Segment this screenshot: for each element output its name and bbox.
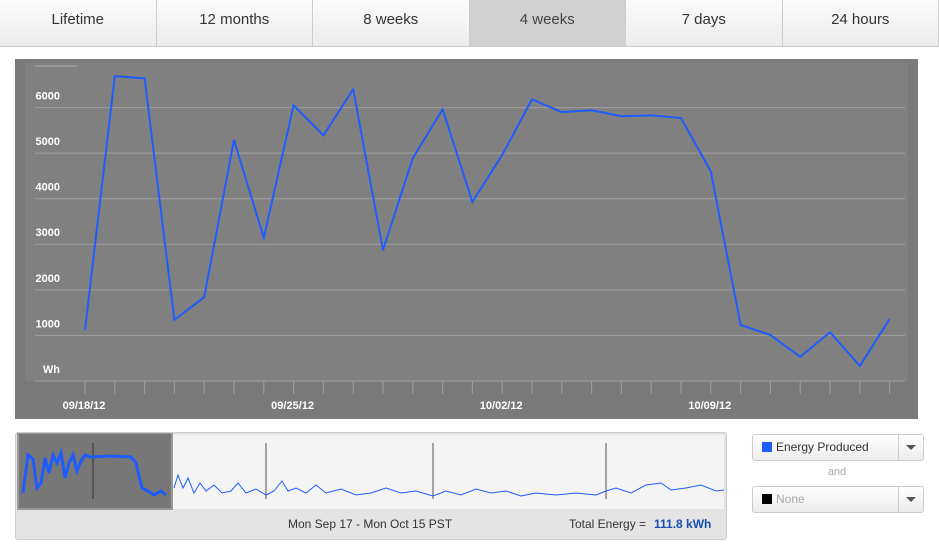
y-tick-label: 1000 (36, 318, 60, 330)
series-select[interactable]: Energy Produced (752, 434, 924, 461)
select-text: None (776, 492, 805, 506)
chart: 1000 2000 3000 4000 5000 6000 Wh 09/18/12 09/25/… (15, 59, 918, 419)
total-value: 111.8 kWh (654, 517, 712, 531)
series-line (84, 75, 891, 368)
y-tick-label: 2000 (36, 273, 60, 285)
tab[interactable]: 7 days (626, 0, 783, 46)
x-tick-label: 10/02/12 (480, 400, 523, 412)
date-range: Mon Sep 17 - Mon Oct 15 PST (288, 517, 453, 531)
y-tick-label: 5000 (36, 136, 60, 148)
swatch (762, 494, 772, 504)
plot-area (25, 63, 908, 381)
y-tick-label: 4000 (36, 182, 60, 194)
joiner: and (827, 466, 847, 478)
navigator-line (173, 473, 725, 497)
tab[interactable]: 12 months (156, 0, 313, 46)
total-label: Total Energy = (569, 517, 647, 531)
navigator: Mon Sep 17 - Mon Oct 15 PST Total Energy… (15, 432, 727, 540)
y-axis-label: Wh (43, 364, 60, 376)
x-tick-label: 10/09/12 (688, 400, 731, 412)
series-select[interactable]: None (752, 486, 924, 513)
dropdown-arrow[interactable] (898, 435, 923, 460)
tab[interactable]: 4 weeks (469, 0, 626, 46)
tab[interactable]: Lifetime (0, 0, 157, 46)
tab[interactable]: 8 weeks (313, 0, 470, 46)
y-tick-label: 3000 (36, 227, 60, 239)
y-tick-label: 6000 (36, 90, 60, 102)
select-text: Energy Produced (776, 440, 869, 454)
navigator-window[interactable] (17, 433, 173, 510)
dropdown-arrow[interactable] (898, 487, 923, 512)
tab[interactable]: 24 hours (782, 0, 939, 46)
x-tick-label: 09/25/12 (271, 400, 314, 412)
navigator-selected-line (21, 447, 167, 497)
navigator-chart (17, 433, 725, 510)
tab-bar: Lifetime 12 months 8 weeks 4 weeks 7 days 24 … (0, 0, 939, 47)
x-tick-label: 09/18/12 (63, 400, 106, 412)
swatch (762, 442, 772, 452)
